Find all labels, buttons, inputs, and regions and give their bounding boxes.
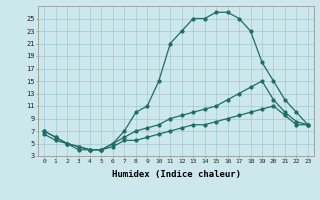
X-axis label: Humidex (Indice chaleur): Humidex (Indice chaleur) — [111, 170, 241, 179]
